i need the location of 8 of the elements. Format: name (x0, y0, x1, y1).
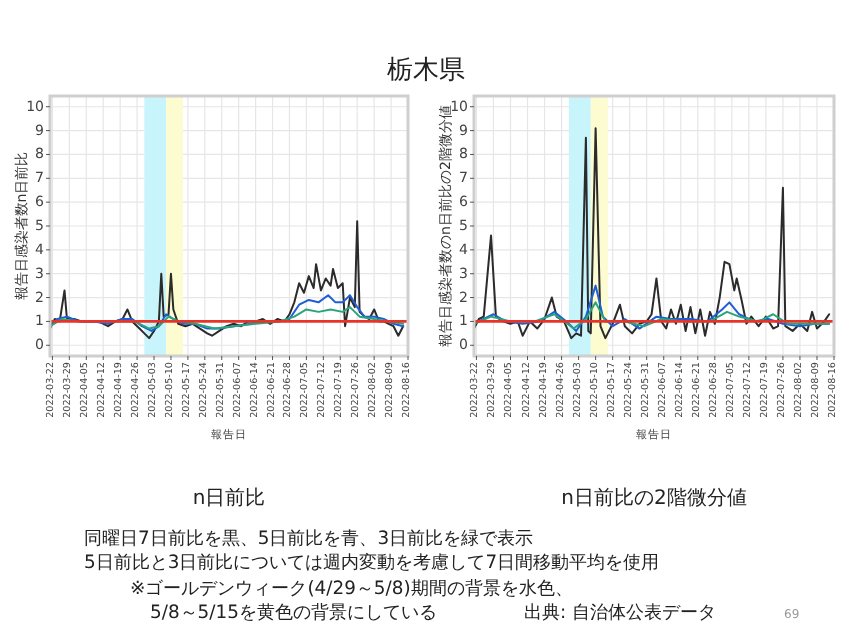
text: n日前比の2階微分値 (561, 486, 747, 510)
source-note: 出典: 自治体公表データ (524, 602, 717, 624)
text: 5日前比と3日前比については週内変動を考慮して7日間移動平均を使用 (84, 552, 660, 574)
text: ※ゴールデンウィーク(4/29～5/8)期間の背景を水色、 (130, 578, 573, 600)
text: 5/8～5/15を黄色の背景にしている (150, 602, 437, 624)
text: n日前比 (192, 486, 266, 510)
text: 同曜日7日前比を黒、5日前比を青、3日前比を緑で表示 (84, 528, 534, 550)
text: 栃木県 (387, 56, 465, 86)
